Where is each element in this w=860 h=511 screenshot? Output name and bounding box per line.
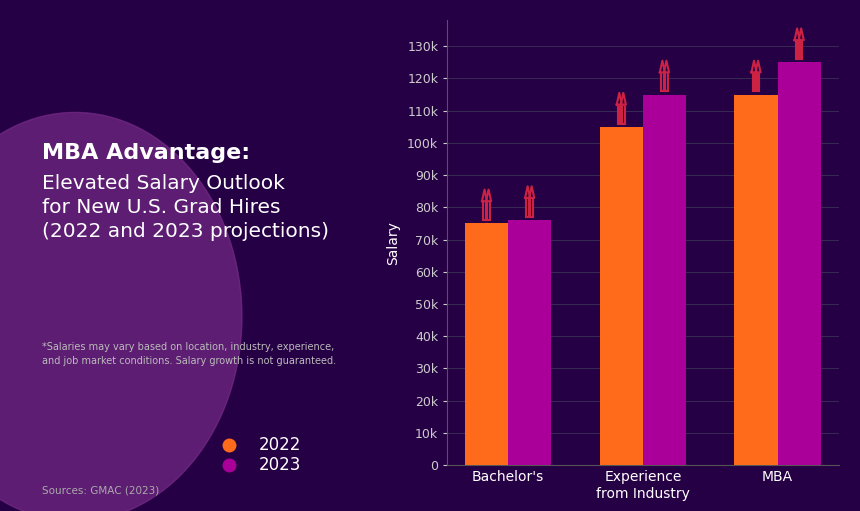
Text: Elevated Salary Outlook
for New U.S. Grad Hires
(2022 and 2023 projections): Elevated Salary Outlook for New U.S. Gra… bbox=[41, 174, 329, 241]
Polygon shape bbox=[486, 190, 491, 201]
FancyBboxPatch shape bbox=[483, 201, 486, 220]
FancyBboxPatch shape bbox=[526, 198, 529, 217]
Bar bbox=[599, 127, 643, 465]
Polygon shape bbox=[795, 29, 800, 40]
Bar bbox=[508, 220, 551, 465]
Polygon shape bbox=[525, 187, 531, 198]
FancyBboxPatch shape bbox=[752, 73, 755, 91]
Y-axis label: Salary: Salary bbox=[386, 221, 400, 265]
Polygon shape bbox=[799, 29, 804, 40]
Text: 2023: 2023 bbox=[259, 456, 301, 474]
Polygon shape bbox=[664, 61, 669, 73]
FancyBboxPatch shape bbox=[757, 73, 759, 91]
Circle shape bbox=[0, 112, 242, 511]
Polygon shape bbox=[621, 93, 626, 105]
FancyBboxPatch shape bbox=[488, 201, 490, 220]
Bar bbox=[777, 62, 820, 465]
Polygon shape bbox=[482, 190, 487, 201]
Polygon shape bbox=[755, 61, 760, 73]
Polygon shape bbox=[752, 61, 757, 73]
FancyBboxPatch shape bbox=[622, 105, 624, 124]
FancyBboxPatch shape bbox=[666, 73, 667, 91]
Polygon shape bbox=[529, 187, 534, 198]
FancyBboxPatch shape bbox=[796, 40, 798, 59]
Bar bbox=[465, 223, 508, 465]
Text: MBA Advantage:: MBA Advantage: bbox=[41, 143, 250, 163]
FancyBboxPatch shape bbox=[800, 40, 802, 59]
Text: 2022: 2022 bbox=[259, 435, 301, 454]
FancyBboxPatch shape bbox=[661, 73, 664, 91]
Bar bbox=[643, 95, 686, 465]
Polygon shape bbox=[617, 93, 622, 105]
Bar bbox=[734, 95, 777, 465]
FancyBboxPatch shape bbox=[618, 105, 620, 124]
Polygon shape bbox=[660, 61, 665, 73]
Text: Sources: GMAC (2023): Sources: GMAC (2023) bbox=[41, 485, 159, 496]
FancyBboxPatch shape bbox=[531, 198, 533, 217]
Text: *Salaries may vary based on location, industry, experience,
and job market condi: *Salaries may vary based on location, in… bbox=[41, 342, 336, 365]
